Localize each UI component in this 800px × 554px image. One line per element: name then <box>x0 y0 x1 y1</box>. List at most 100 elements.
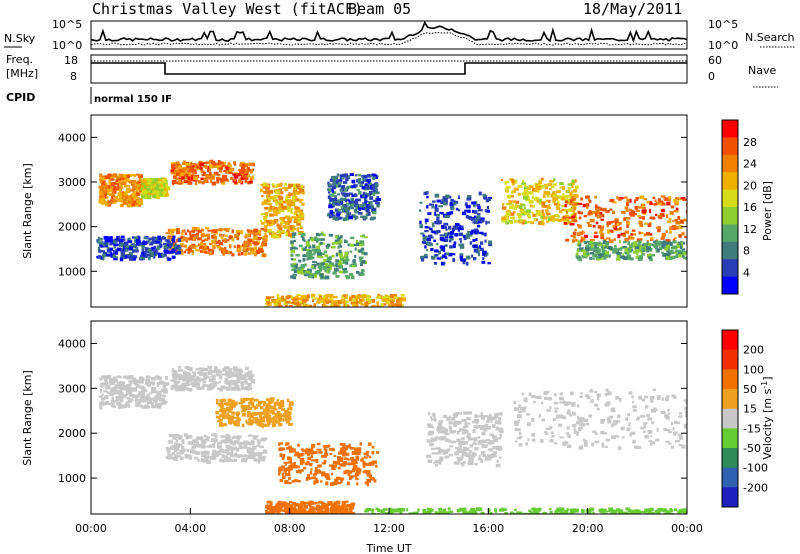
echo-cell-12 <box>290 295 294 299</box>
echo-cell-1 <box>204 375 208 380</box>
echo-cell-5 <box>429 425 434 428</box>
echo-cell-3 <box>298 453 304 457</box>
nave-tick-top: 60 <box>708 54 722 67</box>
echo-cell-2 <box>197 163 200 167</box>
echo-cell-5 <box>177 247 181 252</box>
echo-cell-6 <box>323 250 328 254</box>
echo-cell-12 <box>372 304 376 307</box>
echo-cell-2 <box>198 160 202 164</box>
echo-cell-2 <box>244 172 248 175</box>
echo-cell-5 <box>473 425 477 429</box>
echo-cell-2 <box>211 161 215 166</box>
echo-cell-6 <box>337 262 343 266</box>
echo-cell-11 <box>619 240 621 244</box>
echo-cell-2 <box>222 161 227 165</box>
echo-cell-0 <box>128 393 133 397</box>
echo-cell-2 <box>208 171 212 176</box>
echo-cell-7 <box>327 195 331 200</box>
echo-cell-7 <box>337 208 341 211</box>
echo-cell-0 <box>99 405 103 410</box>
echo-cell-9 <box>514 204 517 208</box>
echo-cell-8 <box>455 207 459 211</box>
echo-cell-12 <box>350 300 356 305</box>
echo-cell-1 <box>162 193 167 198</box>
nsky-tick-bottom: 10^0 <box>52 39 82 52</box>
echo-cell-6 <box>335 252 338 257</box>
echo-cell-3 <box>192 246 197 249</box>
echo-cell-3 <box>210 231 214 234</box>
echo-cell-5 <box>453 421 458 425</box>
echo-cell-4 <box>265 415 271 420</box>
echo-cell-6 <box>361 251 366 255</box>
echo-cell-11 <box>662 243 666 247</box>
echo-cell-0 <box>119 192 123 196</box>
echo-cell-5 <box>147 238 151 243</box>
echo-cell-1 <box>142 192 147 196</box>
echo-cell-11 <box>622 241 627 244</box>
echo-cell-8 <box>478 231 484 235</box>
echo-cell-5 <box>461 452 467 456</box>
echo-cell-2 <box>191 445 197 449</box>
echo-cell-1 <box>181 383 187 386</box>
echo-cell-6 <box>360 235 363 238</box>
echo-cell-3 <box>248 239 253 242</box>
echo-cell-2 <box>179 452 183 455</box>
echo-cell-9 <box>549 188 552 191</box>
echo-cell-2 <box>207 177 213 180</box>
echo-cell-3 <box>187 246 193 251</box>
echo-cell-0 <box>156 390 159 394</box>
echo-cell-11 <box>640 245 646 249</box>
echo-cell-4 <box>272 232 277 236</box>
echo-cell-5 <box>465 447 470 451</box>
echo-cell-6 <box>356 271 360 274</box>
echo-cell-5 <box>153 249 158 253</box>
echo-cell-2 <box>196 167 200 170</box>
echo-cell-7 <box>346 185 349 190</box>
echo-cell-1 <box>209 378 214 382</box>
echo-cell-5 <box>157 247 161 250</box>
echo-cell-11 <box>593 248 598 253</box>
echo-cell-4 <box>275 235 280 239</box>
echo-cell-3 <box>278 470 281 474</box>
echo-cell-8 <box>480 217 485 221</box>
echo-cell-5 <box>457 446 462 450</box>
echo-cell-1 <box>215 381 219 385</box>
echo-cell-3 <box>223 228 228 231</box>
echo-cell-11 <box>599 255 602 259</box>
echo-cell-5 <box>488 416 491 419</box>
echo-cell-10 <box>649 238 654 241</box>
echo-cell-3 <box>245 233 250 237</box>
echo-cell-11 <box>583 255 588 259</box>
echo-cell-3 <box>365 463 371 466</box>
echo-cell-4 <box>286 411 291 414</box>
echo-cell-2 <box>187 441 192 445</box>
echo-cell-2 <box>175 172 181 177</box>
echo-cell-11 <box>664 247 669 251</box>
echo-cell-0 <box>138 179 143 182</box>
echo-cell-5 <box>142 249 145 253</box>
echo-cell-4 <box>215 410 219 415</box>
echo-cell-9 <box>547 199 551 203</box>
echo-cell-4 <box>277 207 282 211</box>
echo-cell-12 <box>359 301 363 304</box>
echo-cell-9 <box>535 184 539 187</box>
echo-cell-6 <box>554 407 559 410</box>
echo-cell-0 <box>99 178 104 182</box>
echo-cell-7 <box>368 201 373 205</box>
echo-cell-8 <box>477 213 481 216</box>
echo-cell-7 <box>372 192 376 196</box>
echo-cell-4 <box>285 195 289 199</box>
echo-cell-8 <box>436 242 439 246</box>
echo-cell-7 <box>343 181 348 184</box>
echo-cell-4 <box>285 412 289 416</box>
echo-cell-10 <box>596 214 602 219</box>
echo-cell-8 <box>423 191 428 196</box>
echo-cell-5 <box>454 451 460 456</box>
echo-cell-9 <box>567 183 573 186</box>
echo-cell-1 <box>206 368 209 372</box>
echo-cell-4 <box>298 209 303 212</box>
echo-cell-6 <box>322 233 326 237</box>
echo-cell-5 <box>449 427 452 431</box>
echo-cell-12 <box>342 294 346 298</box>
echo-cell-7 <box>344 199 348 203</box>
